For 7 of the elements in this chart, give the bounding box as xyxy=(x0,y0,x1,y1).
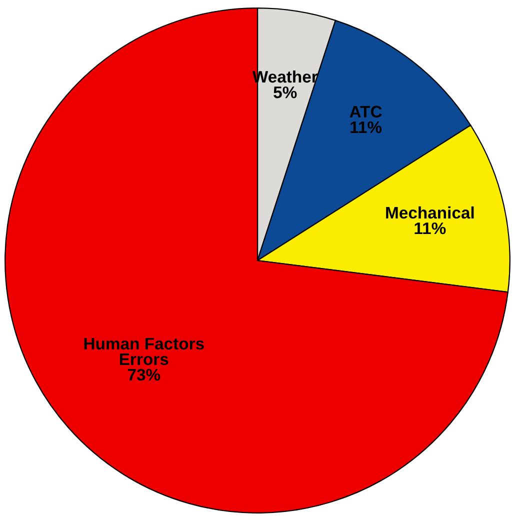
data-label: 11% xyxy=(414,222,446,234)
slice-label: Human Factors Errors xyxy=(84,338,204,366)
slice-label: Mechanical xyxy=(386,206,474,219)
data-label: 11% xyxy=(350,121,382,134)
slice-label: ATC xyxy=(350,106,382,118)
data-label: 5% xyxy=(274,86,297,98)
data-label: 73% xyxy=(128,368,160,381)
